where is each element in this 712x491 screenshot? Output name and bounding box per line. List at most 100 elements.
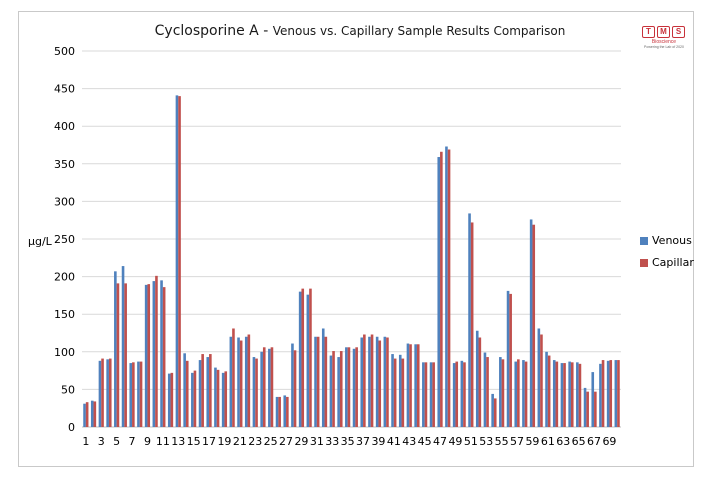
bar-capillar-13: [178, 96, 181, 428]
bar-venous-47: [437, 157, 441, 427]
x-tick-label: 55: [495, 435, 509, 448]
x-tick-label: 45: [418, 435, 432, 448]
bar-venous-8: [137, 361, 140, 427]
bar-capillar-50: [463, 362, 466, 427]
bar-venous-39: [375, 336, 379, 427]
bar-capillar-59: [532, 224, 536, 427]
bar-capillar-10: [155, 275, 158, 427]
legend-item-venous: Venous: [640, 234, 692, 247]
bar-venous-10: [152, 281, 156, 427]
bar-venous-30: [306, 294, 310, 427]
bar-capillar-49: [455, 361, 459, 427]
bar-capillar-48: [447, 149, 451, 427]
x-tick-label: 1: [82, 435, 89, 448]
y-tick-label: 350: [54, 158, 75, 171]
x-tick-label: 51: [464, 435, 478, 448]
bar-capillar-21: [239, 340, 243, 427]
bar-capillar-1: [85, 402, 89, 427]
bar-venous-37: [360, 337, 364, 427]
bar-venous-43: [406, 343, 410, 427]
x-tick-label: 41: [387, 435, 401, 448]
x-tick-label: 53: [479, 435, 493, 448]
x-tick-label: 21: [233, 435, 247, 448]
bar-venous-57: [514, 361, 518, 427]
bar-capillar-6: [124, 283, 127, 427]
bar-venous-70: [614, 360, 618, 427]
bar-venous-27: [283, 395, 287, 427]
x-tick-label: 65: [572, 435, 586, 448]
bar-capillar-12: [170, 372, 174, 427]
bar-venous-6: [121, 266, 125, 427]
bar-venous-28: [291, 343, 294, 427]
x-tick-label: 13: [171, 435, 185, 448]
x-tick-label: 29: [294, 435, 308, 448]
bar-capillar-46: [432, 362, 435, 427]
x-tick-label: 59: [525, 435, 539, 448]
bar-venous-56: [506, 290, 510, 427]
bar-capillar-41: [393, 358, 397, 427]
bar-capillar-66: [586, 391, 589, 427]
bar-venous-24: [260, 351, 263, 427]
bar-venous-31: [314, 336, 317, 427]
bar-venous-50: [460, 360, 464, 427]
bar-capillar-37: [363, 334, 366, 427]
x-tick-label: 63: [556, 435, 570, 448]
y-tick-label: 100: [54, 346, 75, 359]
y-tick-label: 300: [54, 195, 75, 208]
bar-venous-9: [144, 284, 148, 427]
bar-capillar-61: [547, 355, 551, 427]
bar-venous-33: [329, 355, 333, 427]
x-tick-label: 25: [264, 435, 278, 448]
bar-venous-21: [237, 337, 240, 427]
bar-capillar-44: [416, 344, 420, 427]
y-tick-label: 400: [54, 120, 75, 133]
bar-venous-49: [452, 363, 456, 427]
x-tick-label: 49: [448, 435, 462, 448]
bar-venous-60: [537, 328, 541, 427]
x-tick-label: 7: [129, 435, 136, 448]
x-tick-label: 57: [510, 435, 524, 448]
x-tick-label: 27: [279, 435, 293, 448]
bar-venous-61: [545, 351, 548, 427]
bar-venous-22: [244, 336, 248, 427]
bar-venous-45: [422, 362, 425, 427]
bar-capillar-56: [509, 293, 512, 427]
chart-subtitle: Venous vs. Capillary Sample Results Comp…: [272, 24, 566, 38]
bar-venous-15: [191, 372, 194, 427]
bar-venous-67: [591, 372, 595, 427]
bar-capillar-68: [601, 360, 605, 427]
bar-venous-12: [167, 373, 171, 427]
bar-capillar-16: [201, 354, 204, 427]
x-tick-label: 23: [248, 435, 262, 448]
x-tick-label: 35: [341, 435, 355, 448]
bar-capillar-35: [347, 347, 351, 427]
x-tick-label: 9: [144, 435, 151, 448]
legend-label-venous: Venous: [652, 234, 692, 247]
chart-title-main: Cyclosporine A -: [154, 23, 273, 39]
bar-venous-4: [106, 359, 109, 427]
x-tick-label: 17: [202, 435, 216, 448]
x-tick-label: 3: [98, 435, 105, 448]
bar-capillar-51: [470, 222, 474, 427]
x-tick-label: 19: [217, 435, 231, 448]
legend-label-capillar: Capillar: [652, 256, 694, 269]
x-tick-label: 61: [541, 435, 555, 448]
bar-capillar-31: [316, 336, 320, 427]
bar-venous-55: [499, 357, 502, 427]
bar-capillar-11: [162, 287, 166, 427]
bar-capillar-67: [594, 391, 597, 427]
bar-venous-32: [321, 328, 325, 427]
bar-venous-41: [391, 354, 394, 427]
y-tick-label: 0: [68, 421, 75, 434]
bar-venous-20: [229, 336, 233, 427]
bar-capillar-18: [216, 369, 220, 427]
bar-venous-2: [90, 400, 94, 427]
bar-capillar-27: [286, 396, 289, 427]
bar-venous-54: [491, 393, 494, 427]
bar-venous-17: [206, 357, 210, 427]
bar-capillar-9: [147, 284, 151, 427]
bar-venous-44: [414, 344, 417, 427]
bar-capillar-60: [540, 334, 543, 427]
